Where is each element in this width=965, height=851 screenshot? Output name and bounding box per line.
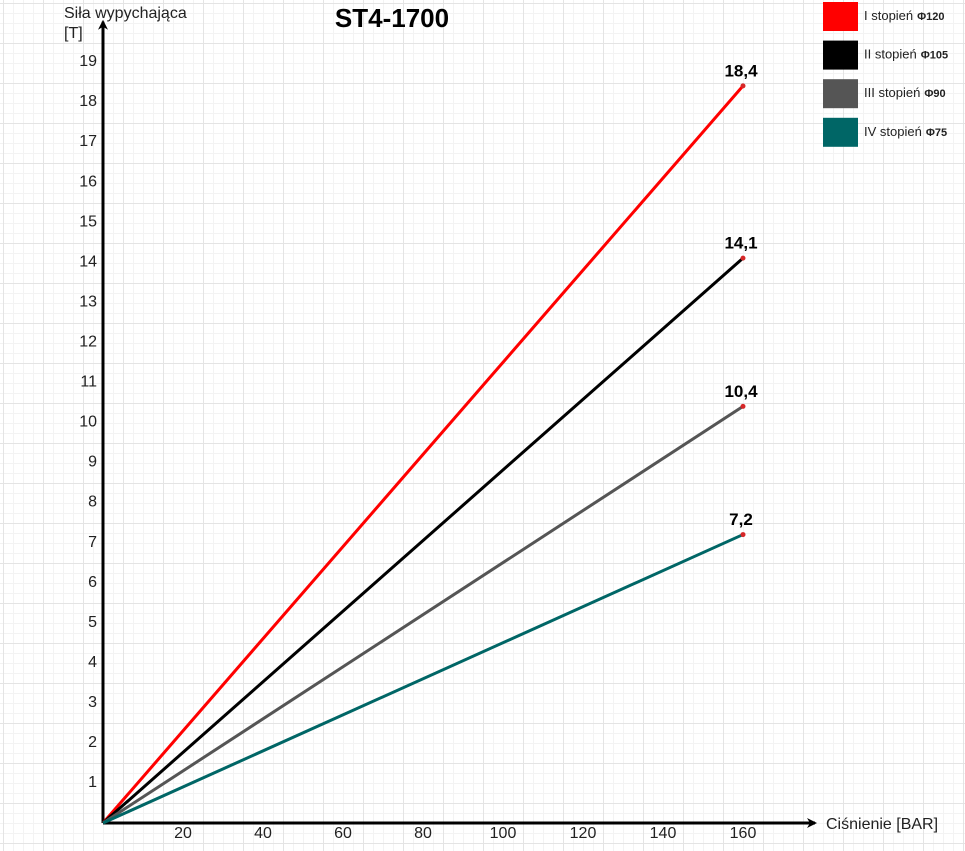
legend-name: II stopień — [864, 47, 917, 62]
legend-swatch — [823, 2, 858, 31]
x-tick-label: 140 — [650, 825, 677, 842]
y-axis-label: [T] — [64, 25, 83, 42]
data-point — [740, 532, 746, 538]
y-tick-label: 19 — [79, 53, 97, 70]
y-tick-label: 3 — [88, 694, 97, 711]
legend-label: III stopień Φ90 — [864, 86, 946, 101]
y-tick-label: 14 — [79, 253, 97, 270]
x-tick-label: 20 — [174, 825, 192, 842]
series-line — [102, 257, 744, 825]
legend-name: IV stopień — [864, 124, 922, 139]
series-line — [101, 84, 745, 824]
legend-bore: Φ90 — [924, 88, 945, 100]
y-tick-label: 8 — [88, 494, 97, 511]
legend-bore: Φ75 — [926, 127, 947, 139]
data-point — [740, 83, 746, 89]
y-tick-label: 18 — [79, 93, 97, 110]
y-tick-label: 16 — [79, 173, 97, 190]
x-tick-label: 100 — [490, 825, 517, 842]
chart-title: ST4-1700 — [335, 3, 449, 33]
y-tick-label: 9 — [88, 454, 97, 471]
y-tick-label: 1 — [88, 774, 97, 791]
value-label: 10,4 — [724, 382, 758, 401]
legend-name: I stopień — [864, 8, 913, 23]
legend-label: I stopień Φ120 — [864, 8, 945, 23]
series-line — [102, 405, 744, 825]
legend-swatch — [823, 40, 858, 70]
series-line — [102, 533, 744, 825]
y-axis-label: Siła wypychająca — [64, 5, 187, 22]
legend-label: II stopień Φ105 — [864, 47, 948, 62]
y-tick-label: 2 — [88, 734, 97, 751]
x-axis-label: Ciśnienie [BAR] — [826, 816, 938, 833]
y-tick-label: 13 — [79, 293, 97, 310]
legend-swatch — [823, 117, 858, 147]
y-tick-label: 4 — [88, 654, 97, 671]
x-tick-label: 80 — [414, 825, 432, 842]
y-tick-label: 17 — [79, 133, 97, 150]
y-tick-label: 11 — [80, 374, 97, 391]
data-point — [740, 403, 746, 409]
value-label: 18,4 — [724, 61, 758, 80]
legend-swatch — [823, 79, 858, 109]
value-label: 14,1 — [724, 234, 757, 253]
data-point — [740, 255, 746, 261]
y-tick-label: 10 — [79, 414, 97, 431]
legend-name: III stopień — [864, 86, 920, 101]
x-tick-label: 60 — [334, 825, 352, 842]
x-tick-label: 40 — [254, 825, 272, 842]
legend-label: IV stopień Φ75 — [864, 124, 947, 139]
y-tick-label: 7 — [88, 534, 97, 551]
y-tick-label: 15 — [79, 213, 97, 230]
y-tick-label: 5 — [88, 614, 97, 631]
legend-bore: Φ105 — [921, 50, 948, 62]
x-tick-label: 160 — [730, 825, 757, 842]
value-label: 7,2 — [729, 510, 753, 529]
y-tick-label: 6 — [88, 574, 97, 591]
x-tick-label: 120 — [570, 825, 597, 842]
y-tick-label: 12 — [79, 333, 97, 350]
legend-bore: Φ120 — [917, 11, 944, 23]
